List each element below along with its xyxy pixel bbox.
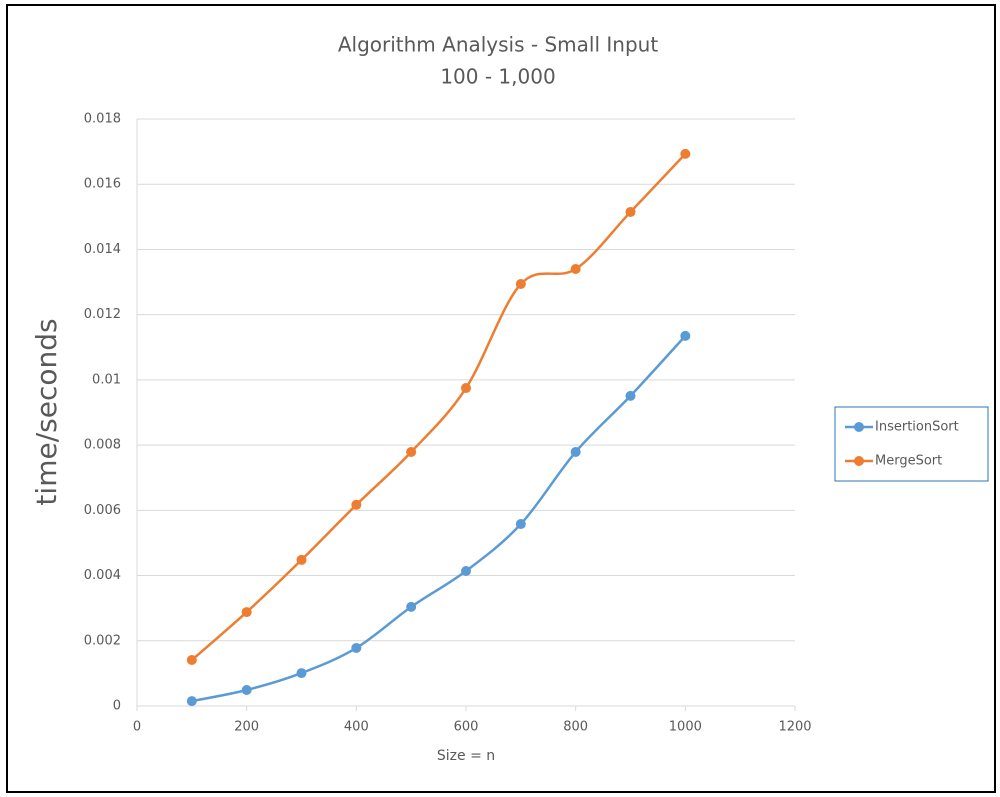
x-tick-label: 0: [133, 720, 141, 735]
data-point: [406, 601, 417, 612]
x-tick-label: 600: [454, 720, 479, 735]
data-point: [351, 499, 362, 510]
data-point: [625, 390, 636, 401]
y-tick-label: 0.01: [92, 372, 121, 387]
y-tick-label: 0.016: [84, 177, 121, 192]
data-point: [296, 668, 307, 679]
y-tick-label: 0.012: [84, 307, 121, 322]
y-tick-label: 0: [113, 699, 121, 714]
frame: [6, 4, 996, 793]
x-axis-label: Size = n: [437, 748, 495, 764]
x-tick-label: 1000: [669, 720, 702, 735]
x-tick-label: 1200: [778, 720, 811, 735]
y-tick-label: 0.018: [84, 112, 121, 127]
chart-title: Algorithm Analysis - Small Input: [338, 33, 658, 57]
chart-subtitle: 100 - 1,000: [440, 65, 555, 89]
data-point: [406, 446, 417, 457]
legend-marker: [854, 456, 864, 466]
legend-box: [834, 406, 989, 482]
data-point: [680, 148, 691, 159]
y-axis-label: time/seconds: [30, 318, 63, 505]
y-tick-label: 0.008: [84, 438, 121, 453]
x-tick-label: 800: [563, 720, 588, 735]
x-tick-label: 400: [344, 720, 369, 735]
data-point: [461, 383, 471, 394]
data-point: [625, 206, 636, 217]
data-point: [351, 642, 362, 653]
data-point: [461, 565, 471, 576]
series-line: [191, 153, 687, 661]
data-point: [515, 279, 526, 290]
data-point: [570, 446, 581, 457]
y-tick-label: 0.006: [84, 503, 121, 518]
data-point: [186, 655, 197, 666]
data-point: [680, 330, 691, 341]
legend-label: InsertionSort: [875, 420, 959, 435]
data-point: [296, 554, 307, 565]
legend-marker: [854, 422, 864, 432]
data-point: [241, 607, 252, 618]
series-line: [191, 335, 687, 703]
legend-label: MergeSort: [875, 454, 942, 469]
data-point: [241, 685, 252, 696]
y-tick-label: 0.014: [84, 242, 121, 257]
y-tick-label: 0.002: [84, 633, 121, 648]
data-point: [515, 519, 526, 530]
data-point: [186, 696, 197, 707]
data-point: [570, 264, 581, 275]
x-tick-label: 200: [234, 720, 259, 735]
y-tick-label: 0.004: [84, 568, 121, 583]
